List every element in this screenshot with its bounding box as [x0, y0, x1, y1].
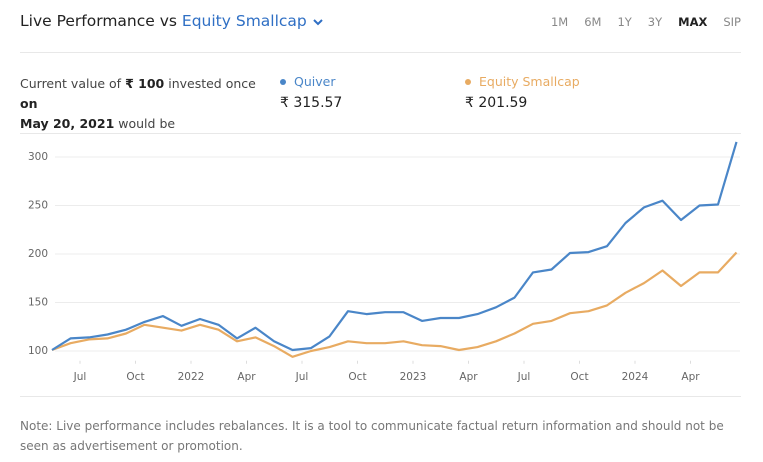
x-tick-label: Oct — [348, 371, 366, 383]
x-tick-label: Jul — [517, 371, 531, 383]
series-line — [51, 251, 738, 358]
x-tick-label: Apr — [237, 371, 256, 383]
legend-item: Equity Smallcap ₹ 201.59 — [465, 74, 580, 111]
x-tick-label: 2024 — [622, 371, 649, 383]
benchmark-name: Equity Smallcap — [181, 12, 307, 30]
y-tick-label: 300 — [28, 151, 48, 163]
x-tick-label: Oct — [126, 371, 144, 383]
legend-dot — [465, 78, 471, 85]
range-tabs: 1M 6M 1Y 3Y MAX SIP — [551, 15, 741, 29]
range-tab[interactable]: MAX — [678, 15, 708, 29]
legend-label: Quiver — [294, 74, 336, 89]
range-tab[interactable]: 3Y — [647, 15, 663, 29]
intro-amount: ₹ 100 — [125, 76, 165, 91]
x-tick-label: Jul — [295, 371, 309, 383]
intro-text: on — [20, 96, 38, 111]
note: Note: Live performance includes rebalanc… — [20, 419, 724, 453]
x-tick-label: Apr — [459, 371, 478, 383]
current-value: ₹ 201.59 — [465, 95, 528, 111]
y-tick-label: 200 — [28, 248, 48, 260]
range-tab[interactable]: SIP — [723, 15, 741, 29]
title: Live Performance vs Equity Smallcap — [20, 12, 324, 30]
current-value: ₹ 315.57 — [280, 95, 343, 111]
intro-text: would be — [118, 116, 176, 131]
x-tick-label: Jul — [73, 371, 87, 383]
x-tick-label: Apr — [681, 371, 700, 383]
legend-dot — [280, 78, 286, 85]
series-line — [51, 141, 738, 352]
intro-date: May 20, 2021 — [20, 116, 115, 131]
chevron — [313, 18, 323, 25]
y-tick-label: 150 — [28, 297, 48, 309]
y-tick-label: 100 — [28, 345, 48, 357]
divider — [20, 133, 741, 134]
divider — [20, 52, 741, 53]
y-tick-label: 250 — [28, 200, 48, 212]
legend-item: Quiver ₹ 315.57 — [280, 74, 342, 111]
divider — [20, 396, 741, 397]
intro-text: invested once — [168, 76, 256, 91]
range-tab[interactable]: 1M — [550, 15, 569, 29]
title-text: Live Performance vs — [20, 12, 177, 30]
x-tick-label: 2022 — [178, 371, 205, 383]
range-tab[interactable]: 1Y — [617, 15, 632, 29]
x-tick-label: 2023 — [400, 371, 427, 383]
legend-label: Equity Smallcap — [479, 74, 580, 89]
range-tab[interactable]: 6M — [584, 15, 602, 29]
intro-text: Current value of — [20, 76, 122, 91]
benchmark-select[interactable]: Equity Smallcap — [182, 12, 324, 30]
intro: Current value of ₹ 100 invested once on … — [20, 74, 265, 134]
x-tick-label: Oct — [570, 371, 588, 383]
